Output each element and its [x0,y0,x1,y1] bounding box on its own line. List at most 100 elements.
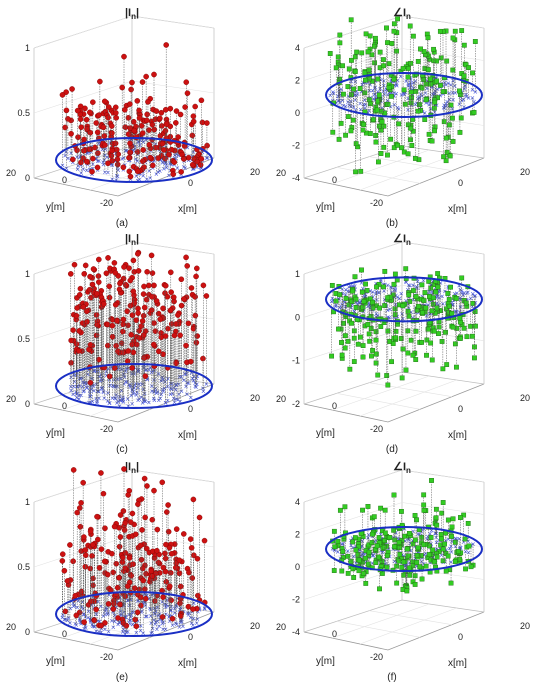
data-point-marker [412,537,418,543]
x-tick-label: 0 [188,404,193,414]
data-point-marker [427,543,432,549]
data-point-marker [423,97,429,103]
data-point-marker [138,323,145,329]
data-point-marker [201,537,208,544]
z-tick-label: -2 [292,141,300,151]
data-point-marker [161,147,167,153]
data-point-marker [449,524,455,530]
data-point-marker [392,271,398,277]
array-element-marker [423,551,428,556]
data-point-marker [381,284,386,290]
data-point-marker [148,252,155,259]
data-point-marker [200,282,207,289]
data-point-marker [367,33,373,39]
chart-panel-e: 0 0.5 1 0 20 20 0 -20 x[m] y[m] |In| (e) [6,461,260,683]
z-tick-label: 0.5 [17,334,30,344]
title-main: |I [125,461,131,473]
data-point-marker [418,46,423,52]
y-axis-label: y[m] [46,202,65,213]
array-element-marker [148,176,153,180]
data-point-marker [127,101,133,107]
data-point-marker [140,158,146,164]
data-point-marker [400,303,406,309]
array-element-marker [433,531,438,536]
z-tick-label: 0.5 [17,108,30,118]
data-point-marker [151,487,157,494]
data-point-marker [347,366,353,372]
array-element-marker [72,379,77,384]
y-tick-label: 0 [62,401,67,411]
data-point-marker [370,348,375,353]
data-point-marker [163,121,170,127]
data-point-marker [384,553,390,559]
floor-grid-line [336,393,421,410]
data-point-marker [394,580,400,586]
z-grid-line [303,328,485,361]
array-ring [55,591,213,637]
array-element-marker [134,630,139,635]
title-main: |I [125,7,131,19]
data-point-marker [405,350,411,356]
data-point-marker [433,506,439,512]
data-point-marker [399,375,405,381]
data-point-marker [387,339,392,344]
data-point-marker [438,82,443,88]
data-point-marker [391,28,397,34]
data-point-marker [190,606,196,612]
data-point-marker [407,299,413,304]
data-point-marker [74,107,81,114]
panel-caption: (b) [386,218,398,229]
data-point-marker [165,325,171,332]
data-point-marker [192,294,198,300]
data-point-marker [143,571,149,577]
x-tick-label: 0 [188,178,193,188]
data-point-marker [134,98,141,104]
data-point-marker [389,41,395,46]
data-point-marker [345,338,351,344]
array-element-marker [362,98,367,102]
data-point-marker [166,544,173,551]
data-point-marker [82,262,89,269]
array-element-marker [170,623,175,627]
data-point-marker [369,540,375,545]
data-point-marker [401,87,407,93]
data-point-marker [203,293,210,299]
data-point-marker [130,257,137,264]
data-point-marker [370,531,375,537]
array-element-marker [116,622,120,627]
data-point-marker [457,556,463,562]
data-point-marker [102,525,108,532]
data-point-marker [468,564,474,570]
array-element-marker [168,386,173,390]
data-point-marker [178,613,184,619]
data-point-marker [70,156,76,163]
x-axis-label: x[m] [178,658,197,669]
data-point-marker [353,296,359,302]
data-point-marker [450,516,456,522]
data-point-marker [416,303,421,309]
z-grid-line [303,113,485,146]
data-point-marker [142,373,149,379]
data-point-marker [137,542,144,549]
array-element-marker [380,550,385,555]
data-point-marker [421,49,427,55]
y-tick-label: -20 [100,198,113,208]
data-point-marker [399,145,404,151]
data-point-marker [96,112,102,118]
data-point-marker [155,348,162,355]
data-point-marker [345,114,351,119]
data-point-marker [407,572,413,578]
data-point-marker [127,125,133,131]
data-point-marker [430,547,436,553]
data-point-marker [346,302,352,308]
data-point-marker [350,288,355,294]
data-point-marker [59,551,66,557]
data-point-marker [391,76,397,82]
data-point-marker [77,523,84,530]
data-point-marker [360,127,366,133]
data-point-marker [445,517,451,523]
array-element-marker [471,542,475,546]
array-element-marker [136,398,140,403]
array-element-marker [141,631,146,635]
data-point-marker [98,622,104,629]
